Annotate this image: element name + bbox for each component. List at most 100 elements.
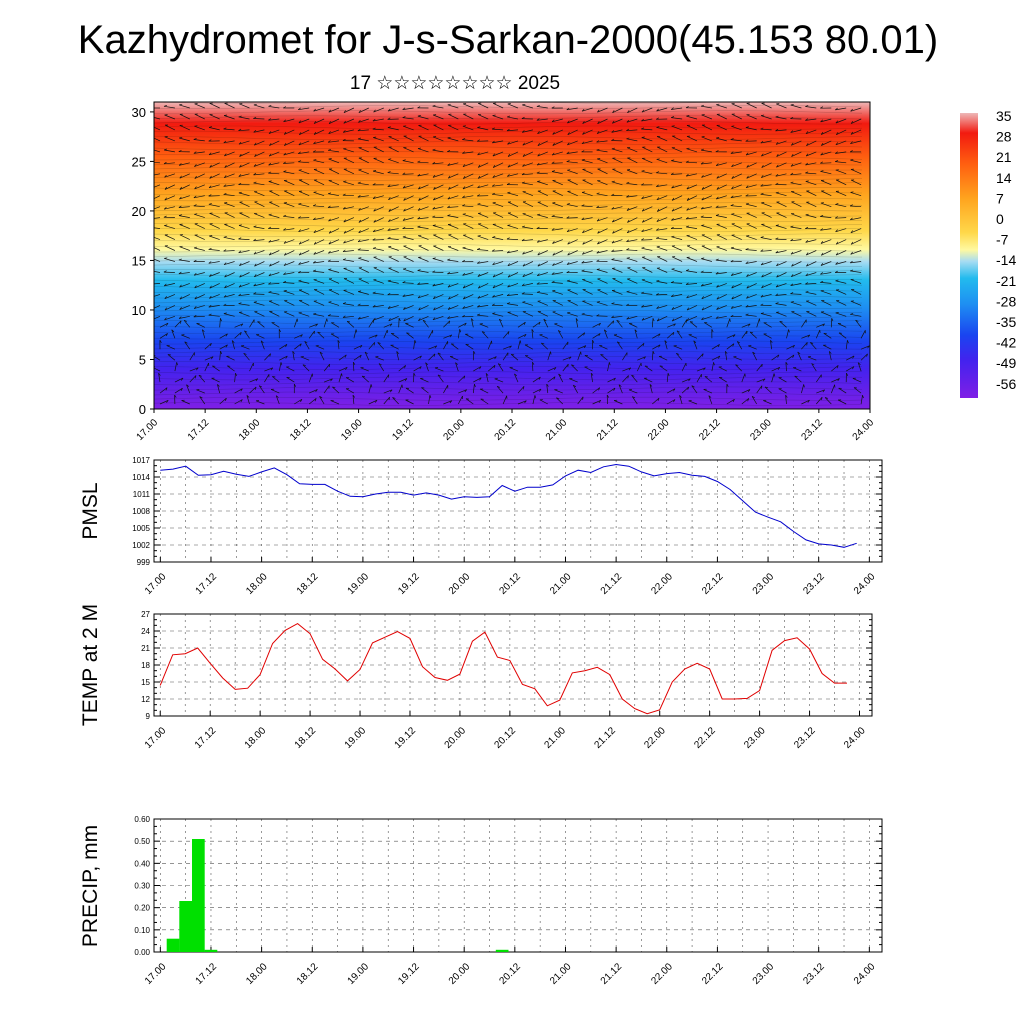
wind-arrow bbox=[238, 173, 250, 177]
wind-arrow bbox=[716, 195, 727, 200]
wind-arrow-head bbox=[747, 398, 750, 402]
wind-arrow bbox=[790, 293, 802, 295]
wind-arrow bbox=[358, 278, 369, 284]
wind-arrow-head bbox=[373, 219, 376, 223]
wind-arrow bbox=[179, 104, 190, 109]
wind-arrow bbox=[652, 397, 660, 405]
wind-arrow-head bbox=[477, 185, 480, 189]
wind-arrow bbox=[298, 261, 310, 265]
wind-arrow bbox=[566, 217, 578, 219]
wind-arrow-head bbox=[149, 217, 151, 219]
wind-arrow bbox=[850, 192, 862, 197]
wind-arrow-head bbox=[224, 274, 227, 278]
wind-arrow-head bbox=[328, 192, 332, 195]
wind-arrow-head bbox=[387, 117, 391, 120]
wind-arrow-head bbox=[328, 121, 332, 124]
wind-arrow bbox=[323, 385, 330, 394]
y-tick-label: 1011 bbox=[133, 490, 151, 499]
wind-arrow bbox=[432, 258, 444, 262]
wind-arrow-head bbox=[328, 230, 332, 234]
wind-arrow bbox=[507, 201, 519, 208]
wind-arrow bbox=[323, 363, 330, 372]
wind-arrow bbox=[571, 364, 578, 372]
wind-arrow bbox=[761, 212, 772, 218]
wind-arrow bbox=[164, 315, 176, 321]
wind-arrow bbox=[666, 373, 669, 383]
wind-arrow bbox=[448, 113, 459, 120]
wind-arrow bbox=[219, 318, 221, 328]
wind-arrow bbox=[154, 184, 161, 188]
x-tick-label: 20.00 bbox=[443, 725, 469, 751]
wind-arrow-head bbox=[434, 345, 438, 349]
wind-arrow-head bbox=[611, 130, 615, 133]
wind-arrow bbox=[596, 301, 608, 306]
wind-arrow-head bbox=[388, 219, 391, 222]
wind-arrow-head bbox=[777, 354, 780, 358]
wind-arrow-head bbox=[375, 334, 378, 338]
wind-arrow-head bbox=[149, 270, 152, 271]
wind-arrow bbox=[776, 151, 787, 157]
wind-arrow bbox=[736, 341, 743, 350]
wind-arrow-head bbox=[537, 180, 541, 182]
wind-arrow bbox=[835, 280, 847, 284]
wind-arrow bbox=[403, 195, 414, 201]
wind-arrow-head bbox=[747, 389, 751, 393]
wind-arrow bbox=[701, 258, 712, 262]
wind-arrow bbox=[805, 118, 817, 121]
wind-arrow-head bbox=[746, 285, 749, 289]
wind-arrow bbox=[746, 151, 757, 156]
wind-arrow-head bbox=[178, 149, 182, 153]
wind-arrow-head bbox=[343, 230, 346, 234]
colorbar-label: -49 bbox=[996, 355, 1016, 371]
wind-arrow-head bbox=[171, 329, 175, 333]
wind-arrow bbox=[629, 323, 638, 328]
wind-arrow bbox=[449, 356, 459, 361]
wind-arrow-head bbox=[240, 399, 243, 403]
wind-arrow-head bbox=[402, 107, 406, 110]
wind-arrow bbox=[219, 333, 228, 339]
wind-arrow-head bbox=[477, 203, 481, 205]
wind-arrow bbox=[481, 331, 489, 339]
wind-arrow-head bbox=[406, 332, 410, 334]
wind-arrow-head bbox=[485, 373, 489, 376]
wind-arrow bbox=[510, 354, 519, 361]
wind-arrow bbox=[547, 351, 551, 361]
wind-arrow bbox=[313, 279, 325, 284]
contour-line bbox=[154, 197, 863, 202]
wind-arrow bbox=[479, 323, 489, 328]
wind-arrow bbox=[492, 115, 504, 120]
wind-arrow bbox=[432, 315, 444, 321]
wind-arrow-head bbox=[164, 296, 167, 299]
wind-arrow-head bbox=[534, 395, 537, 399]
wind-arrow bbox=[418, 125, 429, 131]
wind-arrow bbox=[556, 397, 564, 405]
wind-arrow bbox=[790, 129, 802, 133]
wind-arrow-head bbox=[552, 142, 555, 146]
wind-arrow bbox=[850, 140, 862, 145]
wind-arrow bbox=[179, 195, 190, 200]
wind-arrow bbox=[343, 129, 354, 133]
wind-arrow bbox=[313, 250, 325, 255]
wind-arrow bbox=[402, 107, 414, 110]
wind-arrow bbox=[388, 256, 399, 262]
wind-arrow-head bbox=[700, 283, 704, 287]
wind-arrow-head bbox=[194, 164, 197, 167]
wind-arrow-head bbox=[402, 185, 406, 189]
wind-arrow-head bbox=[327, 148, 332, 151]
wind-arrow bbox=[686, 206, 698, 211]
contour-line bbox=[154, 304, 863, 309]
wind-arrow bbox=[283, 202, 295, 208]
wind-arrow bbox=[352, 362, 355, 372]
wind-arrow bbox=[821, 190, 832, 197]
wind-arrow bbox=[641, 137, 653, 142]
wind-arrow bbox=[477, 114, 489, 120]
wind-arrow-head bbox=[231, 340, 235, 343]
wind-arrow bbox=[664, 340, 668, 350]
wind-arrow bbox=[537, 181, 548, 186]
wind-arrow-head bbox=[298, 252, 302, 256]
wind-arrow bbox=[387, 280, 399, 284]
wind-arrow-head bbox=[447, 196, 451, 200]
wind-arrow bbox=[343, 268, 355, 273]
wind-arrow bbox=[208, 305, 220, 308]
